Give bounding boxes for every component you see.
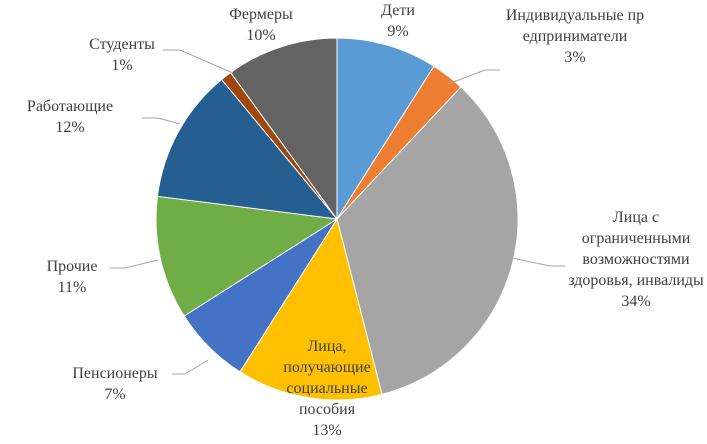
data-label: Студенты 1% [67,34,177,76]
category-name: Пенсионеры [72,365,158,382]
leader-line [511,257,565,267]
data-label: Прочие 11% [27,256,117,298]
leader-line [142,117,181,125]
value-label: 3% [564,49,586,66]
value-label: 34% [621,293,651,310]
data-label: Дети 9% [368,0,428,42]
leader-line [447,69,500,85]
pie-slice [336,86,519,395]
data-label: Работающие 12% [0,96,140,138]
category-name: Дети [381,2,415,19]
category-name: Работающие [26,98,114,115]
pie-slice [229,37,338,221]
data-label: Пенсионеры 7% [50,363,180,405]
category-name: Лица, получающие социальные пособия [283,338,371,418]
leader-line [163,49,234,74]
leader-line [172,359,209,375]
pie-slice [155,195,339,317]
value-label: 9% [387,23,409,40]
value-label: 1% [111,57,133,74]
value-label: 13% [312,422,342,439]
value-label: 7% [104,386,126,403]
data-label: Индивидуальные предприниматели 3% [505,5,645,68]
pie-slice [336,37,435,221]
category-name: Лица с ограниченными возможностями здоро… [568,209,704,289]
category-name: Фермеры [229,6,293,23]
pie [155,37,519,401]
category-name: Студенты [89,36,155,53]
value-label: 11% [57,279,87,296]
pie-slice [156,78,339,220]
category-name: Прочие [46,258,98,275]
data-label: Лица, получающие социальные пособия 13% [267,336,387,441]
leader-line [110,259,159,269]
category-name: Индивидуальные предприниматели [505,7,645,45]
pie-slice [239,217,383,401]
value-label: 12% [55,119,85,136]
data-label: Лица с ограниченными возможностями здоро… [561,207,707,312]
data-label: Фермеры 10% [211,4,311,46]
value-label: 10% [246,27,276,44]
leader-lines [110,49,565,375]
